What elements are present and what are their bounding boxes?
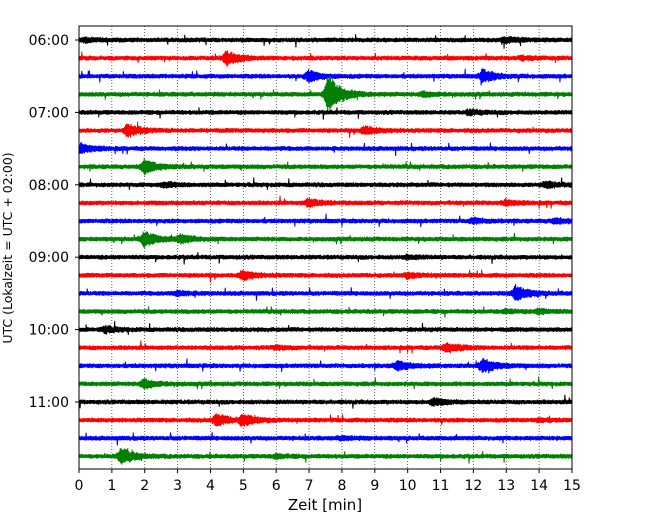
y-tick-label-1100: 11:00 bbox=[29, 395, 69, 411]
trace-1015 bbox=[78, 340, 573, 354]
trace-0945 bbox=[78, 306, 573, 318]
x-tick-label-8: 8 bbox=[337, 478, 346, 494]
x-tick-label-7: 7 bbox=[305, 478, 314, 494]
x-tick-label-12: 12 bbox=[464, 478, 482, 494]
y-axis-ticks: 06:00 07:00 08:00 09:00 10:00 11:00 bbox=[29, 33, 79, 411]
trace-0915 bbox=[78, 269, 573, 283]
trace-0630 bbox=[78, 68, 573, 86]
x-tick-label-11: 11 bbox=[432, 478, 450, 494]
y-tick-label-0800: 08:00 bbox=[29, 178, 69, 194]
trace-0715 bbox=[78, 121, 573, 138]
trace-0800 bbox=[78, 177, 573, 190]
trace-1130 bbox=[78, 432, 573, 446]
y-tick-label-1000: 10:00 bbox=[29, 323, 69, 339]
trace-1100 bbox=[78, 394, 573, 409]
x-tick-label-1: 1 bbox=[107, 478, 116, 494]
x-tick-label-4: 4 bbox=[206, 478, 215, 494]
trace-0815 bbox=[78, 195, 573, 209]
x-axis-label: Zeit [min] bbox=[288, 496, 362, 514]
trace-0615 bbox=[78, 50, 573, 67]
x-tick-label-13: 13 bbox=[497, 478, 515, 494]
x-axis-ticks: 0 1 2 3 4 5 6 7 8 9 10 11 12 13 14 15 bbox=[75, 469, 581, 494]
trace-1115 bbox=[78, 413, 573, 428]
trace-1000 bbox=[78, 321, 573, 335]
seismic-traces bbox=[78, 34, 573, 465]
x-tick-label-6: 6 bbox=[272, 478, 281, 494]
x-tick-label-0: 0 bbox=[75, 478, 84, 494]
trace-0900 bbox=[78, 252, 573, 265]
y-tick-label-0900: 09:00 bbox=[29, 250, 69, 266]
x-tick-label-10: 10 bbox=[399, 478, 417, 494]
trace-1030 bbox=[78, 358, 573, 374]
x-tick-label-2: 2 bbox=[140, 478, 149, 494]
trace-1145 bbox=[78, 447, 573, 465]
trace-1045 bbox=[78, 376, 573, 390]
trace-0645 bbox=[78, 76, 573, 113]
x-tick-label-3: 3 bbox=[173, 478, 182, 494]
trace-0930 bbox=[78, 283, 573, 301]
y-tick-label-0600: 06:00 bbox=[29, 33, 69, 49]
y-axis-label: UTC (Lokalzeit = UTC + 02:00) bbox=[0, 152, 15, 343]
x-tick-label-14: 14 bbox=[530, 478, 548, 494]
trace-0730 bbox=[78, 142, 573, 156]
x-tick-label-5: 5 bbox=[239, 478, 248, 494]
trace-0745 bbox=[78, 158, 573, 176]
x-gridlines bbox=[111, 26, 540, 469]
trace-0600 bbox=[78, 34, 573, 49]
y-tick-label-0700: 07:00 bbox=[29, 105, 69, 121]
trace-0830 bbox=[78, 213, 573, 228]
x-tick-label-15: 15 bbox=[563, 478, 581, 494]
x-tick-label-9: 9 bbox=[370, 478, 379, 494]
trace-0845 bbox=[78, 231, 573, 248]
plot-frame bbox=[78, 25, 573, 470]
trace-0700 bbox=[78, 107, 573, 120]
